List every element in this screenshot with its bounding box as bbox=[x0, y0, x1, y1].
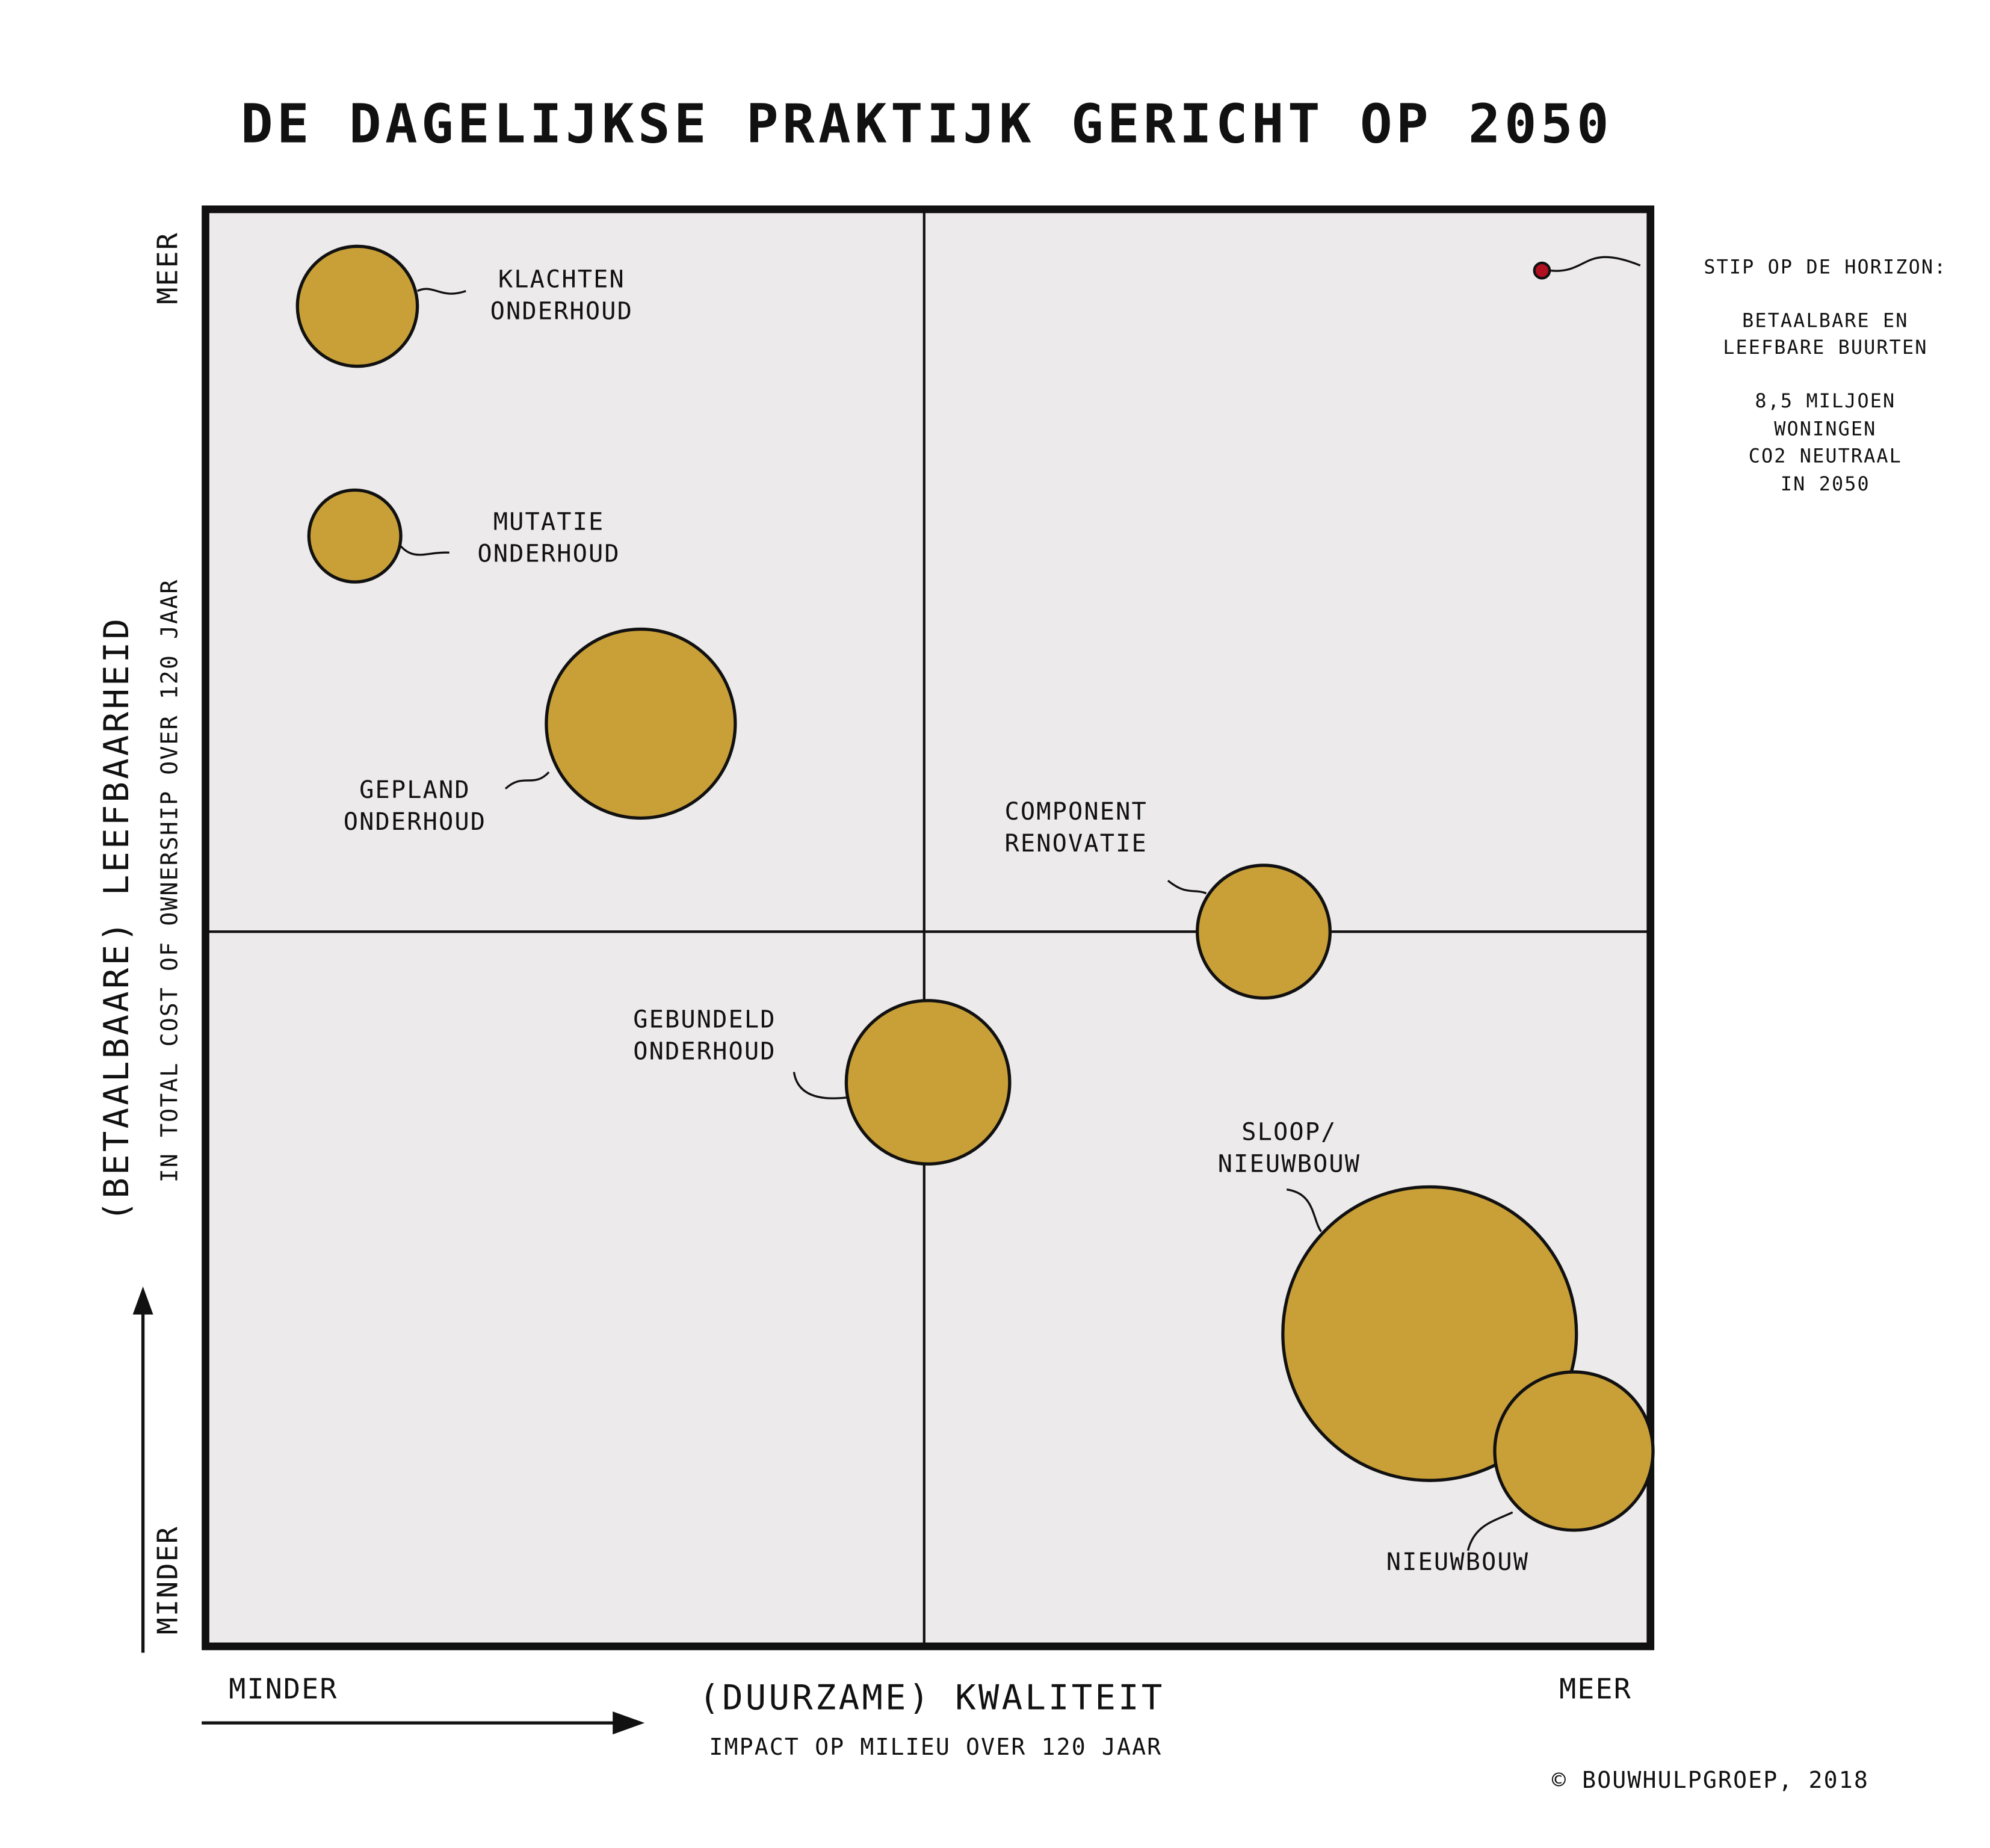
node-label: ONDERHOUD bbox=[633, 1037, 776, 1066]
node-label: ONDERHOUD bbox=[490, 297, 633, 326]
bubble bbox=[1281, 1185, 1578, 1482]
node-label: ONDERHOUD bbox=[344, 808, 486, 836]
bubble bbox=[307, 488, 403, 584]
node-label: KLACHTEN bbox=[498, 265, 625, 294]
node-label: GEBUNDELD bbox=[633, 1006, 776, 1034]
x-label: (DUURZAME) KWALITEIT bbox=[699, 1678, 1164, 1718]
note-line: BETAALBARE EN bbox=[1742, 309, 1908, 332]
node-label: COMPONENT bbox=[1005, 797, 1148, 826]
node-label: MUTATIE bbox=[493, 508, 605, 536]
node-label: NIEUWBOUW bbox=[1218, 1149, 1361, 1178]
leader bbox=[1167, 880, 1207, 895]
node-label: ONDERHOUD bbox=[477, 540, 620, 568]
note-line: CO2 NEUTRAAL bbox=[1749, 444, 1902, 467]
leader bbox=[1286, 1188, 1322, 1232]
x-arrowhead bbox=[613, 1711, 645, 1735]
y-high: MEER bbox=[152, 232, 185, 304]
y-label: (BETAALBAARE) LEEFBAARHEID bbox=[96, 616, 137, 1222]
title: DE DAGELIJKSE PRAKTIJK GERICHT OP 2050 bbox=[241, 93, 1613, 155]
node-label: SLOOP/ bbox=[1241, 1117, 1336, 1146]
leader bbox=[416, 288, 466, 295]
leader bbox=[400, 545, 450, 556]
note-line: LEEFBARE BUURTEN bbox=[1723, 336, 1927, 359]
leader bbox=[504, 771, 550, 790]
y-low: MINDER bbox=[152, 1525, 185, 1634]
y-sublabel: IN TOTAL COST OF OWNERSHIP OVER 120 JAAR bbox=[157, 579, 184, 1183]
node-label: NIEUWBOUW bbox=[1386, 1548, 1529, 1576]
copyright: © BOUWHULPGROEP, 2018 bbox=[1552, 1767, 1869, 1794]
x-high: MEER bbox=[1559, 1673, 1632, 1706]
horizon-dot bbox=[1533, 261, 1551, 280]
x-low: MINDER bbox=[229, 1673, 338, 1706]
bubble bbox=[1196, 864, 1332, 1000]
note-line: IN 2050 bbox=[1781, 472, 1870, 495]
node-label: GEPLAND bbox=[359, 776, 471, 804]
bubble bbox=[844, 999, 1012, 1166]
leader bbox=[1466, 1511, 1513, 1551]
y-arrowhead bbox=[132, 1286, 153, 1315]
leader bbox=[793, 1072, 847, 1099]
bubble bbox=[1493, 1370, 1655, 1532]
note-line: WONINGEN bbox=[1774, 418, 1876, 440]
leader bbox=[1550, 256, 1641, 272]
x-sublabel: IMPACT OP MILIEU OVER 120 JAAR bbox=[709, 1734, 1162, 1761]
note-heading: STIP OP DE HORIZON: bbox=[1704, 255, 1947, 278]
node-label: RENOVATIE bbox=[1005, 829, 1148, 858]
note-line: 8,5 MILJOEN bbox=[1755, 389, 1896, 412]
bubble bbox=[545, 627, 737, 820]
bubble bbox=[295, 244, 419, 368]
